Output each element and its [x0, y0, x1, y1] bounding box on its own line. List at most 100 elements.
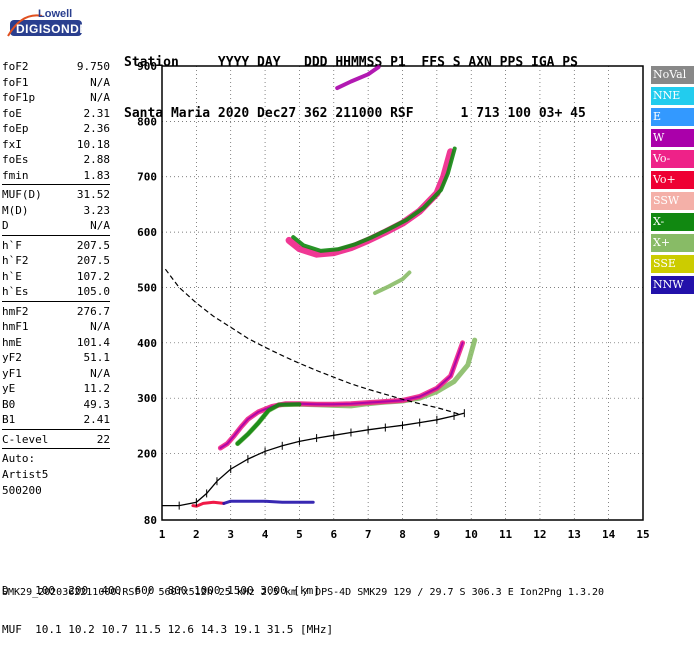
- x-tick-label: 10: [464, 528, 478, 541]
- legend-item: SSW: [651, 192, 694, 210]
- x-tick-label: 11: [498, 528, 513, 541]
- param-divider: [2, 234, 110, 236]
- y-axis-ticks: 80 200 300 400 500 600 700 800 900: [137, 60, 157, 527]
- x-tick-label: 4: [261, 528, 269, 541]
- param-value: 3.23: [83, 203, 111, 217]
- param-value: 9.750: [76, 60, 110, 73]
- x-tick-label: 14: [602, 528, 616, 541]
- x-tick-label: 8: [399, 528, 406, 541]
- muf-frequency-row: MUF 10.1 10.2 10.7 11.5 12.6 14.3 19.1 3…: [2, 623, 334, 636]
- legend-item: E: [651, 108, 694, 126]
- param-value: N/A: [90, 219, 110, 232]
- param-name: MUF(D): [2, 188, 42, 201]
- param-name: fmin: [2, 168, 29, 182]
- param-name: hmF2: [2, 304, 29, 318]
- param-name: yF1: [2, 366, 22, 380]
- file-info-footer: SMK29_2020362211000.RSF / 560fx512h 25 k…: [2, 587, 605, 598]
- param-divider: [2, 448, 110, 449]
- param-name: C-level: [2, 432, 49, 446]
- param-value: 31.52: [76, 188, 110, 201]
- param-row: foEp 2.36: [2, 121, 110, 137]
- y-tick-label: 600: [137, 226, 157, 239]
- x-tick-label: 6: [330, 528, 338, 541]
- param-value: 207.5: [76, 254, 110, 267]
- param-row: B1 2.41: [2, 412, 110, 428]
- x-tick-label: 12: [533, 528, 547, 541]
- param-name: B0: [2, 397, 16, 411]
- param-name: h`E: [2, 269, 22, 283]
- param-value: 105.0: [76, 285, 110, 298]
- legend-item: X-: [651, 213, 694, 231]
- autoscaling-line: 500200: [2, 484, 42, 497]
- param-divider: [2, 184, 110, 185]
- profile-curve: [162, 412, 465, 507]
- autoscaling-line: Auto:: [2, 452, 36, 465]
- param-name: foE: [2, 106, 22, 120]
- x-tick-label: 9: [433, 528, 441, 541]
- param-row: yF1 N/A: [2, 366, 110, 382]
- param-row: yE 11.2: [2, 381, 110, 397]
- param-value: 107.2: [76, 269, 110, 283]
- muf-table: D 100 200 400 600 800 1000 1500 3000 [km…: [2, 558, 333, 649]
- legend-item: NNW: [651, 276, 694, 294]
- param-value: 2.88: [83, 153, 111, 166]
- param-value: 101.4: [76, 335, 110, 349]
- sporadic-e-red: [191, 500, 226, 508]
- x-tick-label: 2: [193, 528, 200, 541]
- param-value: N/A: [90, 75, 110, 89]
- param-row: fmin 1.83: [2, 168, 110, 184]
- param-name: h`F2: [2, 254, 29, 267]
- y-tick-label: 500: [137, 281, 157, 294]
- y-tick-label: 200: [137, 448, 157, 461]
- param-row: foE 2.31: [2, 106, 110, 122]
- param-name: h`Es: [2, 285, 29, 298]
- logo-digisonde-text: DIGISONDE: [16, 22, 88, 36]
- legend-item: SSE: [651, 255, 694, 273]
- upper-fragment: [335, 65, 381, 91]
- param-name: hmE: [2, 335, 22, 349]
- param-row: h`E 107.2: [2, 269, 110, 285]
- legend-item: W: [651, 129, 694, 147]
- param-value: 49.3: [83, 397, 111, 411]
- param-row: foEs 2.88: [2, 152, 110, 168]
- x-trace-low: [235, 402, 302, 446]
- param-value: 22: [96, 432, 110, 446]
- param-name: yE: [2, 382, 16, 395]
- legend-item: NNE: [651, 87, 694, 105]
- y-tick-label: 400: [137, 337, 157, 350]
- param-value: 2.41: [83, 413, 111, 426]
- x-axis-ticks: 1 2 3 4 5 6 7 8 9 10 11 12 13 14 15: [0, 528, 700, 544]
- legend-item: NoVal: [651, 66, 694, 84]
- param-row: h`F2 207.5: [2, 253, 110, 269]
- sporadic-e-blue: [222, 499, 315, 505]
- param-row: fxI 10.18: [2, 137, 110, 153]
- param-name: foF1p: [2, 91, 36, 104]
- param-row: h`Es 105.0: [2, 284, 110, 300]
- param-name: B1: [2, 413, 16, 426]
- param-row: yF2 51.1: [2, 350, 110, 366]
- y-tick-label: 900: [137, 60, 157, 73]
- ionogram-plot: 80 200 300 400 500 600 700 800 900: [137, 60, 644, 527]
- param-name: yF2: [2, 351, 22, 364]
- o-trace-core: [219, 341, 464, 449]
- legend-item: Vo-: [651, 150, 694, 168]
- header-values: Santa Maria 2020 Dec27 362 211000 RSF 1 …: [124, 106, 586, 121]
- param-name: M(D): [2, 203, 29, 217]
- param-value: N/A: [90, 320, 110, 333]
- x-tick-label: 15: [636, 528, 650, 541]
- param-divider: [2, 428, 110, 430]
- param-value: 2.36: [83, 122, 111, 135]
- param-row: foF1p N/A: [2, 90, 110, 106]
- digisonde-logo: Lowell DIGISONDE: [2, 6, 88, 46]
- param-value: 276.7: [76, 304, 110, 318]
- param-value: 11.2: [83, 382, 111, 395]
- param-divider: [2, 300, 110, 302]
- mid-fragment: [373, 270, 412, 295]
- logo-lowell-text: Lowell: [38, 8, 73, 20]
- param-name: h`F: [2, 238, 22, 252]
- param-value: 1.83: [83, 168, 111, 182]
- param-name: foEp: [2, 122, 29, 135]
- param-row: foF1 N/A: [2, 75, 110, 91]
- param-row: hmF2 276.7: [2, 304, 110, 320]
- y-tick-label: 300: [137, 392, 157, 405]
